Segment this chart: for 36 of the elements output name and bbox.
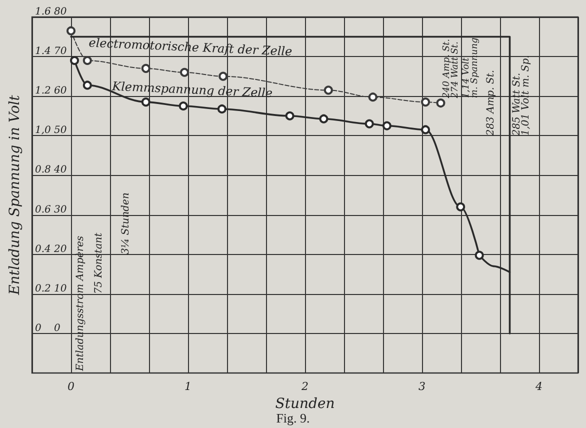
y2-tick-label: 80 <box>54 6 68 18</box>
y-tick-label: 0.8 <box>35 164 51 176</box>
x-axis-title: Stunden <box>275 396 335 412</box>
y-tick-label: 1.4 <box>35 46 51 58</box>
series-label: Klemmspannung der Zelle <box>110 79 273 100</box>
y2-tick-label: 10 <box>54 283 68 294</box>
y-tick-label: 1.2 <box>35 86 51 97</box>
y-tick-label: 0.6 <box>35 204 52 216</box>
x-tick-label: 3 <box>418 380 426 393</box>
annotation: 3¼ Stunden <box>120 192 132 254</box>
y-tick-label: 1.6 <box>35 6 52 18</box>
annotation: 1,01 Volt m. Sp. <box>520 55 532 136</box>
annotation: 285 Watt St. <box>511 72 522 137</box>
y2-tick-label: 40 <box>53 164 68 176</box>
y-tick-label: 0.4 <box>35 244 51 255</box>
y2-tick-label: 30 <box>54 204 68 216</box>
y-tick-label: 0 <box>35 322 42 334</box>
x-tick-label: 1 <box>184 380 192 393</box>
annotation: 274 Watt St. <box>450 41 460 100</box>
y2-tick-label: 60 <box>54 86 68 97</box>
y2-tick-label: 0 <box>54 322 61 334</box>
y-tick-label: 0.2 <box>35 283 51 294</box>
annotation: 283 Amp. St. <box>486 70 497 137</box>
y2-tick-label: 20 <box>53 244 68 255</box>
annotation: Entladungsstrom Ampères <box>74 236 86 372</box>
annotation: m. Spannung <box>470 37 480 98</box>
y-axis-title: Entladung Spannung in Volt <box>7 94 23 296</box>
y2-tick-label: 50 <box>54 125 68 136</box>
annotation: 75 Konstant <box>94 232 105 294</box>
series-label: electromotorische Kraft der Zelle <box>88 36 292 59</box>
caption: Fig. 9. <box>276 410 310 426</box>
y2-tick-label: 70 <box>54 46 68 58</box>
x-tick-label: 4 <box>534 380 543 393</box>
x-tick-label: 2 <box>300 380 308 393</box>
x-tick-label: 0 <box>67 380 74 393</box>
y-tick-label: 1,0 <box>35 125 52 136</box>
